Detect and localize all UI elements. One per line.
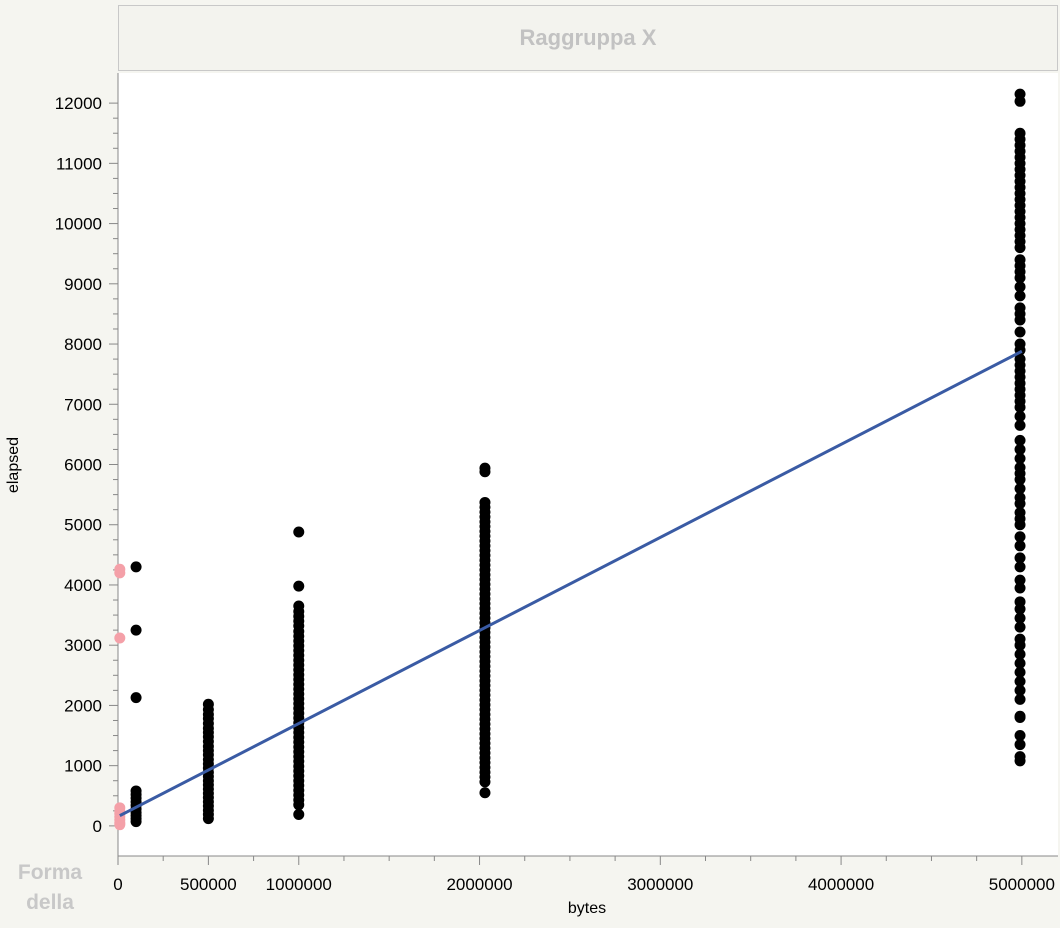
data-point <box>1014 483 1026 495</box>
data-point <box>1014 582 1026 594</box>
data-point <box>1014 675 1026 687</box>
data-point <box>1014 519 1026 531</box>
x-tick-label: 5000000 <box>989 875 1055 894</box>
data-point <box>1014 443 1026 455</box>
x-tick-label: 1000000 <box>266 875 332 894</box>
y-tick-label: 11000 <box>56 154 102 173</box>
plot-area[interactable] <box>118 73 1058 856</box>
data-point <box>479 787 491 799</box>
data-point <box>1014 290 1026 302</box>
y-tick-label: 2000 <box>64 696 102 715</box>
data-point <box>130 624 142 636</box>
data-point <box>1014 419 1026 431</box>
y-tick-label: 5000 <box>64 516 102 535</box>
y-tick-label: 3000 <box>64 636 102 655</box>
x-axis-title: bytes <box>567 900 607 917</box>
data-point <box>202 813 214 825</box>
group-x-label: Raggruppa X <box>519 25 657 50</box>
data-point <box>1014 693 1026 705</box>
data-point <box>1014 648 1026 660</box>
shape-drop-zone[interactable]: Forma della <box>2 858 98 924</box>
y-tick-label: 1000 <box>64 757 102 776</box>
y-tick-label: 9000 <box>64 275 102 294</box>
group-x-drop-zone[interactable]: Raggruppa X <box>118 5 1058 71</box>
data-point <box>1014 531 1026 543</box>
data-point <box>1014 603 1026 615</box>
y-tick-label: 7000 <box>64 395 102 414</box>
data-point <box>1014 561 1026 573</box>
x-tick-label: 2000000 <box>446 875 512 894</box>
data-point <box>293 808 305 820</box>
data-point <box>1014 401 1026 413</box>
data-point <box>1014 281 1026 293</box>
data-point <box>1014 755 1026 767</box>
y-tick-label: 8000 <box>64 335 102 354</box>
data-point <box>1014 621 1026 633</box>
data-point <box>293 580 305 592</box>
data-point <box>130 816 142 828</box>
data-point <box>1014 657 1026 669</box>
data-point <box>1014 639 1026 651</box>
x-tick-label: 4000000 <box>808 875 874 894</box>
x-tick-label: 500000 <box>180 875 237 894</box>
data-point <box>479 776 491 788</box>
data-point <box>1014 242 1026 254</box>
data-point <box>1014 574 1026 586</box>
data-point <box>1014 684 1026 696</box>
data-point <box>1014 666 1026 678</box>
data-point <box>293 526 305 538</box>
data-point <box>293 799 305 811</box>
data-point <box>1014 326 1026 338</box>
y-tick-label: 6000 <box>64 456 102 475</box>
data-point <box>1014 552 1026 564</box>
y-tick-label: 0 <box>93 817 102 836</box>
data-point <box>114 819 126 831</box>
y-tick-label: 4000 <box>64 576 102 595</box>
y-tick-label: 10000 <box>55 215 102 234</box>
data-point <box>1014 452 1026 464</box>
data-point <box>479 466 491 478</box>
data-point <box>1014 314 1026 326</box>
fit-line <box>119 349 1023 817</box>
data-point <box>1014 410 1026 422</box>
data-point <box>1014 730 1026 742</box>
x-tick-label: 0 <box>113 875 122 894</box>
data-point <box>1014 711 1026 723</box>
data-point <box>130 561 142 573</box>
shape-label: Forma della <box>17 861 83 914</box>
data-point <box>1014 434 1026 446</box>
data-point <box>1014 739 1026 751</box>
data-point <box>130 692 142 704</box>
data-point <box>1014 498 1026 510</box>
x-tick-label: 3000000 <box>627 875 693 894</box>
data-point <box>1014 612 1026 624</box>
data-point <box>1014 95 1026 107</box>
data-point <box>1014 474 1026 486</box>
data-point <box>1014 540 1026 552</box>
y-tick-label: 12000 <box>55 94 102 113</box>
data-point <box>114 567 126 579</box>
data-point <box>114 632 126 644</box>
data-point <box>1014 272 1026 284</box>
y-axis[interactable]: 0 1000 2000 3000 4000 5000 6000 7000 8000 9000 100… <box>55 73 119 856</box>
x-axis[interactable]: 0 500000 1000000 2000000 3000000 4000000 50000… <box>113 855 1058 894</box>
